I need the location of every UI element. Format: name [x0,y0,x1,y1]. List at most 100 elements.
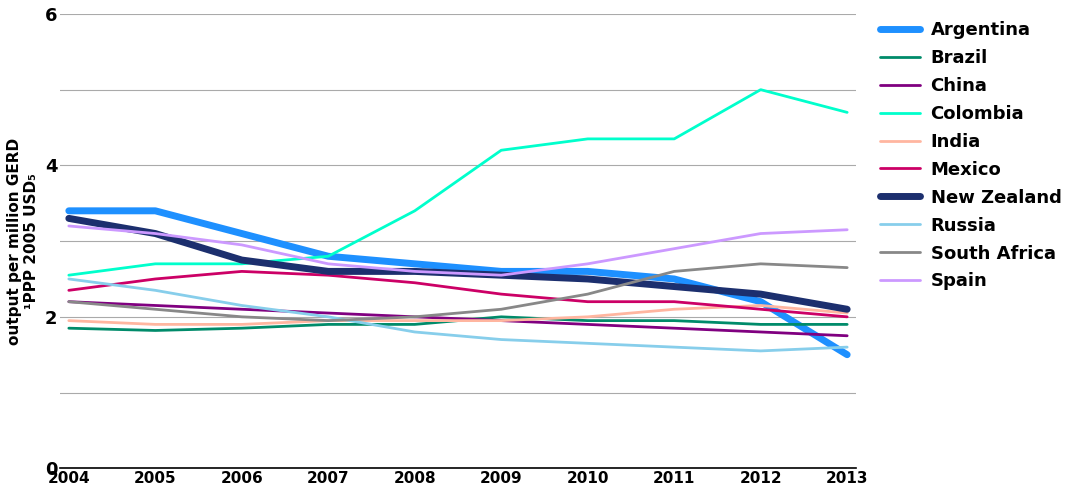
Brazil [495,314,508,320]
South Africa [322,317,335,323]
Mexico [495,291,508,297]
Colombia [754,87,767,93]
India [495,317,508,323]
Mexico [236,269,249,275]
India [236,321,249,327]
Argentina [668,276,681,282]
Spain [236,242,249,248]
China [581,321,594,327]
Argentina [322,253,335,259]
Mexico [62,287,75,293]
Line: Russia: Russia [69,279,847,351]
Brazil [62,325,75,331]
Line: India: India [69,306,847,324]
Spain [495,272,508,278]
China [322,310,335,316]
Line: Spain: Spain [69,226,847,275]
Spain [322,261,335,267]
China [668,325,681,331]
South Africa [236,314,249,320]
South Africa [62,299,75,305]
Colombia [668,136,681,142]
Line: Mexico: Mexico [69,272,847,317]
Argentina [495,269,508,275]
Argentina [408,261,421,267]
India [581,314,594,320]
New Zealand [668,283,681,289]
Line: Argentina: Argentina [69,211,847,354]
Legend: Argentina, Brazil, China, Colombia, India, Mexico, New Zealand, Russia, South Af: Argentina, Brazil, China, Colombia, Indi… [873,14,1068,298]
Brazil [840,321,853,327]
Brazil [754,321,767,327]
Colombia [408,208,421,214]
South Africa [495,306,508,312]
Argentina [581,269,594,275]
Russia [754,348,767,354]
Y-axis label: output per million GERD
¹PPP 2005 USD₅: output per million GERD ¹PPP 2005 USD₅ [6,138,40,345]
China [495,317,508,323]
Line: South Africa: South Africa [69,264,847,320]
Colombia [322,253,335,259]
India [408,317,421,323]
Russia [322,314,335,320]
Mexico [148,276,161,282]
Line: Colombia: Colombia [69,90,847,275]
South Africa [840,265,853,271]
Argentina [62,208,75,214]
Russia [236,303,249,309]
Colombia [581,136,594,142]
Russia [840,344,853,350]
Spain [668,246,681,251]
Colombia [840,109,853,115]
Argentina [236,231,249,237]
New Zealand [408,269,421,275]
New Zealand [322,269,335,275]
China [754,329,767,335]
South Africa [668,269,681,275]
Russia [62,276,75,282]
South Africa [408,314,421,320]
Colombia [236,261,249,267]
China [236,306,249,312]
Russia [148,287,161,293]
Line: Brazil: Brazil [69,317,847,330]
New Zealand [148,231,161,237]
Argentina [840,352,853,357]
Mexico [408,280,421,286]
India [754,303,767,309]
New Zealand [495,272,508,278]
Spain [581,261,594,267]
China [62,299,75,305]
South Africa [148,306,161,312]
Russia [408,329,421,335]
New Zealand [236,257,249,263]
Argentina [754,299,767,305]
Mexico [581,299,594,305]
Spain [754,231,767,237]
South Africa [581,291,594,297]
Brazil [668,317,681,323]
Mexico [668,299,681,305]
Brazil [408,321,421,327]
India [62,317,75,323]
China [408,314,421,320]
Brazil [581,317,594,323]
Russia [581,340,594,346]
Mexico [840,314,853,320]
Spain [148,231,161,237]
Colombia [62,272,75,278]
Russia [495,337,508,343]
India [148,321,161,327]
South Africa [754,261,767,267]
Mexico [322,272,335,278]
New Zealand [840,306,853,312]
Spain [408,269,421,275]
Colombia [495,147,508,153]
Colombia [148,261,161,267]
Mexico [754,306,767,312]
New Zealand [62,215,75,221]
Spain [840,227,853,233]
New Zealand [754,291,767,297]
India [840,310,853,316]
Brazil [322,321,335,327]
